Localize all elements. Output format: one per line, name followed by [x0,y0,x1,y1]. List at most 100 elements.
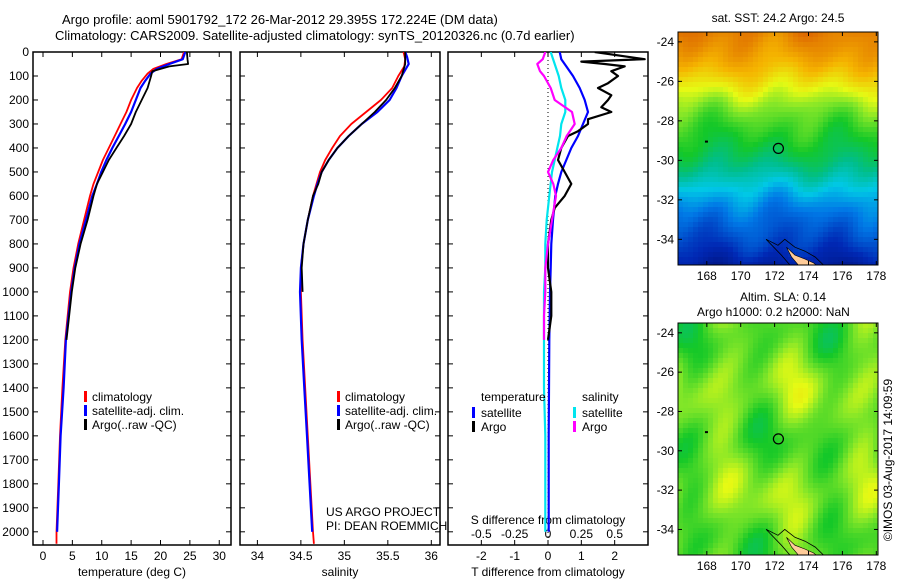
salinity-series-climatology [299,52,407,544]
pi-annotation: PI: DEAN ROEMMICH [326,519,447,533]
diff-series-s-argo [536,52,576,340]
depth-tick-label: 1100 [3,309,29,323]
temperature-diff-x-tick-label: -2 [476,549,487,563]
sla-map-frame [677,322,879,556]
legend-label: satellite [481,406,522,420]
sst-map-lon-tick-label: 174 [798,269,818,283]
legend-label: satellite-adj. clim. [92,404,184,418]
depth-tick-label: 2000 [2,525,29,539]
salinity-series-satellite-adj-clim- [298,52,410,532]
sst-map-profile-marker [772,142,785,155]
salinity-series-argo-raw-qc- [300,52,407,292]
depth-tick-label: 1500 [2,405,29,419]
temperature-diff-x-tick-label: 2 [611,549,618,563]
legend-swatch [84,391,87,402]
copyright-credit: ©IMOS 03-Aug-2017 14:09:59 [881,379,895,542]
legend-heading-temperature: temperature [481,390,546,404]
temperature-diff-x-tick-label: 1 [578,549,585,563]
salinity-x-tick-label: 35.5 [376,549,400,563]
legend-swatch [337,405,340,416]
temperature-x-tick-label: 0 [40,549,47,563]
sla-map-lat-tick-label: -34 [657,522,675,536]
depth-tick-label: 200 [9,93,29,107]
salinity-axis-label: salinity [322,565,359,579]
diff-series-s-satellite [542,52,567,532]
sla-map-island-marker [704,431,708,434]
chart-title-line2: Climatology: CARS2009. Satellite-adjuste… [55,28,575,43]
depth-tick-label: 1600 [2,429,29,443]
sla-map-lon-tick-label: 178 [866,559,886,573]
temperature-diff-x-tick-label: -1 [509,549,520,563]
depth-tick-label: 1200 [2,333,29,347]
depth-tick-label: 300 [9,117,29,131]
legend-label: Argo [582,420,608,434]
temperature-x-tick-label: 5 [69,549,76,563]
legend-heading-salinity: salinity [582,390,619,404]
sst-map-lat-tick-label: -26 [657,74,675,88]
chart-title-line1: Argo profile: aoml 5901792_172 26-Mar-20… [62,12,498,27]
legend-swatch [573,407,576,418]
depth-tick-label: 700 [9,213,29,227]
salinity-panel-frame [239,51,441,546]
temperature-diff-x-tick-label: 0 [545,549,552,563]
temperature-x-tick-label: 25 [183,549,197,563]
sla-map-coastline [765,528,825,555]
sst-map-title: sat. SST: 24.2 Argo: 24.5 [712,11,845,25]
legend-swatch [337,419,340,430]
salinity-diff-tick-label: -0.5 [471,527,492,541]
temperature-panel-frame [32,51,232,546]
sst-map-lat-tick-label: -34 [657,232,675,246]
temperature-x-tick-label: 15 [124,549,138,563]
salinity-x-tick-label: 34 [251,549,265,563]
sst-map-lon-tick-label: 170 [731,269,751,283]
temperature-x-tick-label: 10 [95,549,109,563]
project-annotation: US ARGO PROJECT [326,505,441,519]
legend-swatch [472,407,475,418]
depth-tick-label: 1900 [2,501,29,515]
sst-map-lat-tick-label: -24 [657,35,675,49]
sla-map-lat-tick-label: -32 [657,483,675,497]
depth-tick-label: 1300 [2,357,29,371]
sst-map-coastline [765,239,791,265]
sla-map-lon-tick-label: 168 [697,559,717,573]
sla-map-field [678,323,878,555]
temperature-series-argo-raw-qc- [65,52,190,340]
temperature-x-tick-label: 20 [154,549,168,563]
depth-tick-label: 400 [9,141,29,155]
sst-map-lon-tick-label: 176 [832,269,852,283]
sst-map-lon-tick-label: 172 [765,269,785,283]
legend-label: satellite [582,406,623,420]
sst-map-island-marker [704,140,708,143]
depth-tick-label: 0 [22,45,29,59]
sst-map-lat-tick-label: -32 [657,193,675,207]
salinity-diff-tick-label: 0.5 [606,527,623,541]
temperature-series-satellite-adj-clim- [56,52,187,532]
sla-map-lat-tick-label: -24 [657,326,675,340]
depth-tick-label: 900 [9,261,29,275]
sla-map-lat-tick-label: -26 [657,365,675,379]
diff-series-t-argo [546,52,646,341]
legend-swatch [84,405,87,416]
legend-label: climatology [92,390,152,404]
sst-map-lat-tick-label: -30 [657,153,675,167]
temperature-series-climatology [55,52,185,544]
sla-map-land [786,537,817,555]
temperature-diff-axis-label: T difference from climatology [471,565,625,579]
salinity-diff-tick-label: -0.25 [501,527,529,541]
sla-map-profile-marker [772,433,785,445]
legend-label: climatology [345,390,405,404]
legend-swatch [84,419,87,430]
salinity-diff-tick-label: 0 [545,527,552,541]
depth-tick-label: 1000 [2,285,29,299]
sla-map-subtitle: Argo h1000: 0.2 h2000: NaN [697,305,850,319]
sla-map-title: Altim. SLA: 0.14 [740,290,826,304]
sst-map-lon-tick-label: 168 [697,269,717,283]
temperature-x-tick-label: 30 [213,549,227,563]
sla-map-lon-tick-label: 174 [798,559,818,573]
sla-map-lon-tick-label: 172 [765,559,785,573]
depth-tick-label: 1700 [2,453,29,467]
sst-map-land [786,246,817,265]
legend-swatch [573,421,576,432]
sla-map-lat-tick-label: -30 [657,444,675,458]
